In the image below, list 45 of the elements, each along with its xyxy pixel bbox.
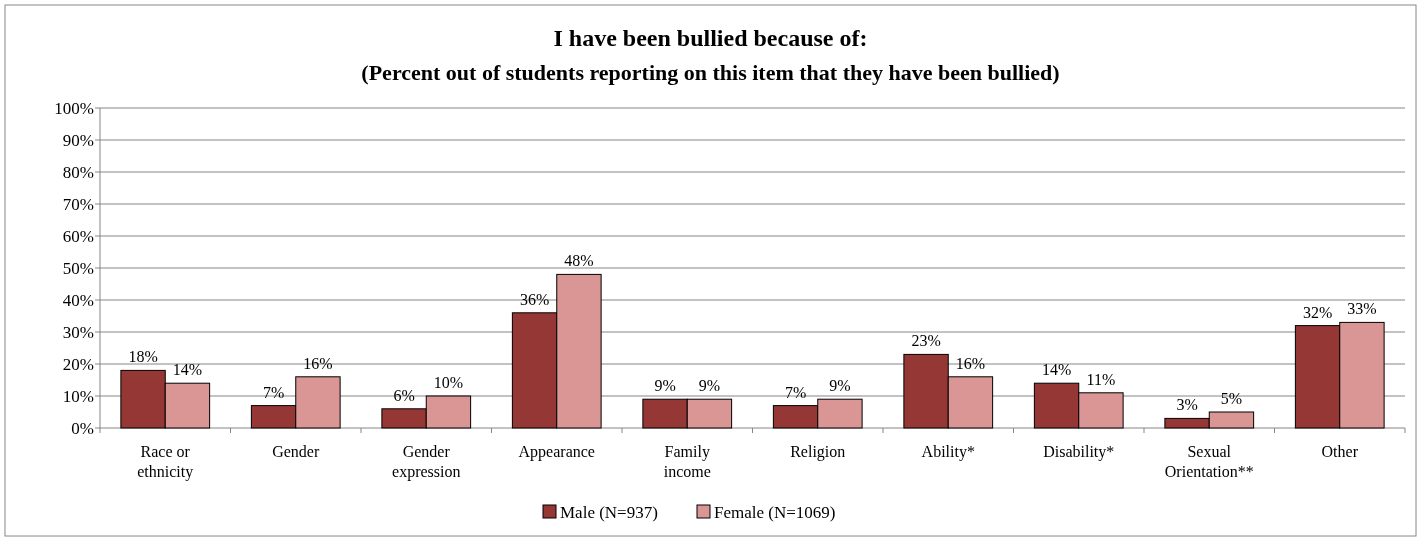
x-tick-label: Disability*	[1043, 443, 1115, 461]
data-label: 36%	[519, 290, 550, 308]
y-tick-label: 80%	[62, 162, 94, 182]
data-label: 14%	[1041, 361, 1072, 379]
data-label: 32%	[1302, 303, 1333, 321]
data-label: 7%	[262, 383, 285, 401]
y-tick-label: 90%	[62, 130, 94, 150]
x-tick-label: Religion	[790, 443, 846, 461]
data-label: 14%	[172, 361, 203, 379]
data-label: 5%	[1220, 390, 1243, 407]
data-label: 10%	[433, 374, 464, 391]
legend-label: Female (N=1069)	[714, 503, 836, 522]
y-tick-label: 40%	[62, 290, 94, 310]
legend-label: Male (N=937)	[560, 503, 658, 522]
x-tick-label: Race or ethnicity	[137, 443, 194, 481]
data-label: 48%	[564, 252, 594, 270]
x-tick-label: Other	[1321, 443, 1359, 460]
data-label: 18%	[128, 348, 158, 366]
data-label: 9%	[829, 377, 851, 395]
x-tick-label: Gender expression	[392, 443, 461, 481]
data-label: 9%	[698, 377, 721, 395]
data-label: 7%	[784, 383, 807, 401]
x-tick-label: Gender	[272, 443, 320, 460]
x-tick-label: Ability*	[921, 443, 975, 461]
y-tick-label: 0%	[71, 418, 94, 438]
y-tick-label: 60%	[62, 226, 94, 246]
x-tick-label: Appearance	[518, 443, 595, 461]
y-tick-label: 50%	[62, 258, 94, 278]
data-label: 16%	[303, 354, 333, 372]
x-tick-label: Sexual Orientation**	[1164, 443, 1254, 480]
data-label: 11%	[1086, 370, 1116, 388]
y-tick-label: 30%	[62, 322, 94, 342]
data-label: 9%	[654, 377, 676, 395]
data-label: 33%	[1347, 300, 1377, 318]
data-label: 23%	[911, 332, 941, 350]
y-tick-label: 70%	[62, 194, 94, 214]
chart-title: I have been bullied because of:	[553, 25, 868, 51]
y-tick-label: 20%	[62, 354, 94, 374]
x-tick-label: Family income	[663, 443, 711, 480]
y-tick-label: 100%	[54, 98, 94, 118]
data-label: 6%	[393, 386, 415, 404]
data-label: 16%	[955, 354, 986, 372]
y-tick-label: 10%	[62, 386, 94, 406]
chart-subtitle: (Percent out of students reporting on this item that they have been bullied)	[361, 60, 1060, 85]
data-label: 3%	[1176, 396, 1198, 414]
